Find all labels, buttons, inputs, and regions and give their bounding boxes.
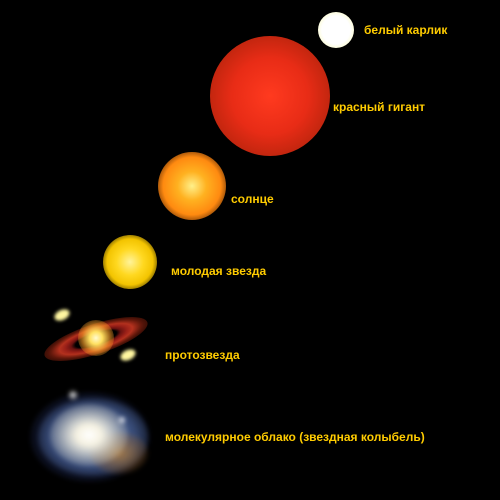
nebula-bright (50, 404, 128, 466)
protostar-core (78, 320, 114, 356)
protostar-jet-a (53, 307, 72, 323)
red-giant-star (210, 36, 330, 156)
label-young-star: молодая звезда (171, 264, 266, 278)
nebula-spark-a (68, 390, 78, 400)
young-star (103, 235, 157, 289)
white-dwarf-star (318, 12, 354, 48)
sun-star (158, 152, 226, 220)
label-molecular-cloud: молекулярное облако (звездная колыбель) (165, 430, 425, 444)
nebula-spark-b (118, 416, 126, 424)
label-sun: солнце (231, 192, 274, 206)
protostar-jet-b (119, 347, 138, 363)
label-protostar: протозвезда (165, 348, 240, 362)
label-red-giant: красный гигант (333, 100, 425, 114)
label-white-dwarf: белый карлик (364, 23, 447, 37)
